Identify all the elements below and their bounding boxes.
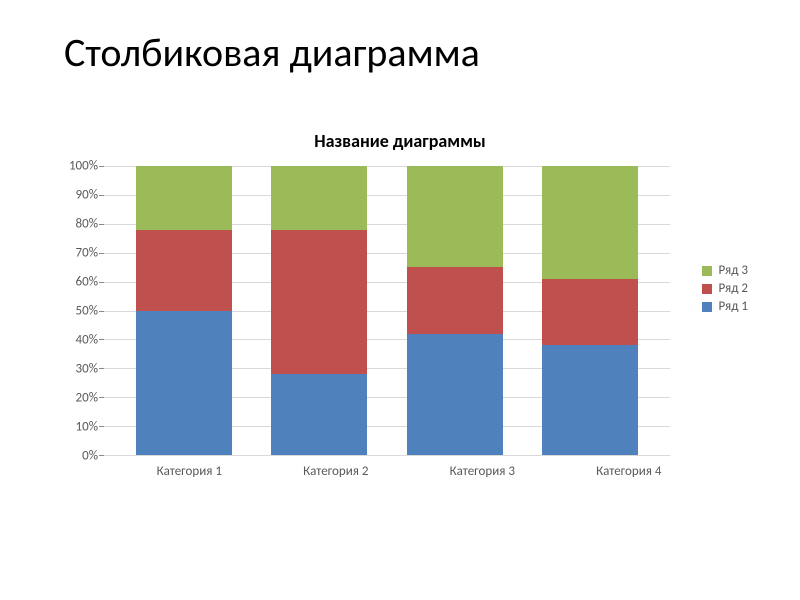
legend-swatch [702, 284, 712, 294]
legend-item: Ряд 3 [702, 263, 748, 278]
y-tick-label: 0% [82, 449, 98, 464]
legend-item: Ряд 1 [702, 299, 748, 314]
bar-segment [542, 279, 638, 345]
gridline [104, 455, 670, 456]
chart-container: Название диаграммы 100% 90% 80% 70% 60% 50% 40… [60, 130, 740, 510]
bar-segment [136, 230, 232, 311]
y-axis: 100%90%80%70%60%50%40%30%20%10%0% [60, 166, 104, 456]
x-tick-label: Категория 3 [434, 464, 530, 479]
y-tick-label: 30% [76, 362, 98, 377]
y-tick-label: 70% [76, 246, 98, 261]
bar-segment [136, 311, 232, 456]
y-tick-label: 20% [76, 391, 98, 406]
chart-title: Название диаграммы [60, 130, 740, 152]
legend-swatch [702, 302, 712, 312]
bar-segment [136, 166, 232, 230]
bar-segment [271, 166, 367, 230]
legend-label: Ряд 2 [718, 281, 748, 296]
x-tick-label: Категория 4 [581, 464, 677, 479]
y-tick-label: 100% [69, 159, 98, 174]
y-tick-label: 50% [76, 304, 98, 319]
y-tick-label: 40% [76, 333, 98, 348]
chart-stage: 100%90%80%70%60%50%40%30%20%10%0% [60, 166, 740, 456]
bar-segment [407, 267, 503, 333]
bar [136, 166, 232, 455]
bar [542, 166, 638, 455]
y-tick-label: 60% [76, 275, 98, 290]
y-tick-label: 90% [76, 188, 98, 203]
bar [407, 166, 503, 455]
bar-segment [271, 230, 367, 375]
bar-segment [542, 345, 638, 455]
bar-segment [542, 166, 638, 279]
x-tick-label: Категория 2 [288, 464, 384, 479]
legend: Ряд 3 Ряд 2 Ряд 1 [702, 260, 748, 317]
y-tick-label: 80% [76, 217, 98, 232]
legend-label: Ряд 1 [718, 299, 748, 314]
y-tick-mark [99, 455, 104, 456]
y-tick-label: 10% [76, 420, 98, 435]
plot-area [104, 166, 670, 456]
bar-segment [407, 166, 503, 267]
legend-item: Ряд 2 [702, 281, 748, 296]
slide-title: Столбиковая диаграмма [0, 0, 800, 77]
legend-label: Ряд 3 [718, 263, 748, 278]
x-tick-label: Категория 1 [141, 464, 237, 479]
bar-segment [271, 374, 367, 455]
legend-swatch [702, 266, 712, 276]
bar-segment [407, 334, 503, 455]
bar [271, 166, 367, 455]
bars-group [104, 166, 670, 455]
x-axis: Категория 1 Категория 2 Категория 3 Категор… [104, 464, 714, 479]
